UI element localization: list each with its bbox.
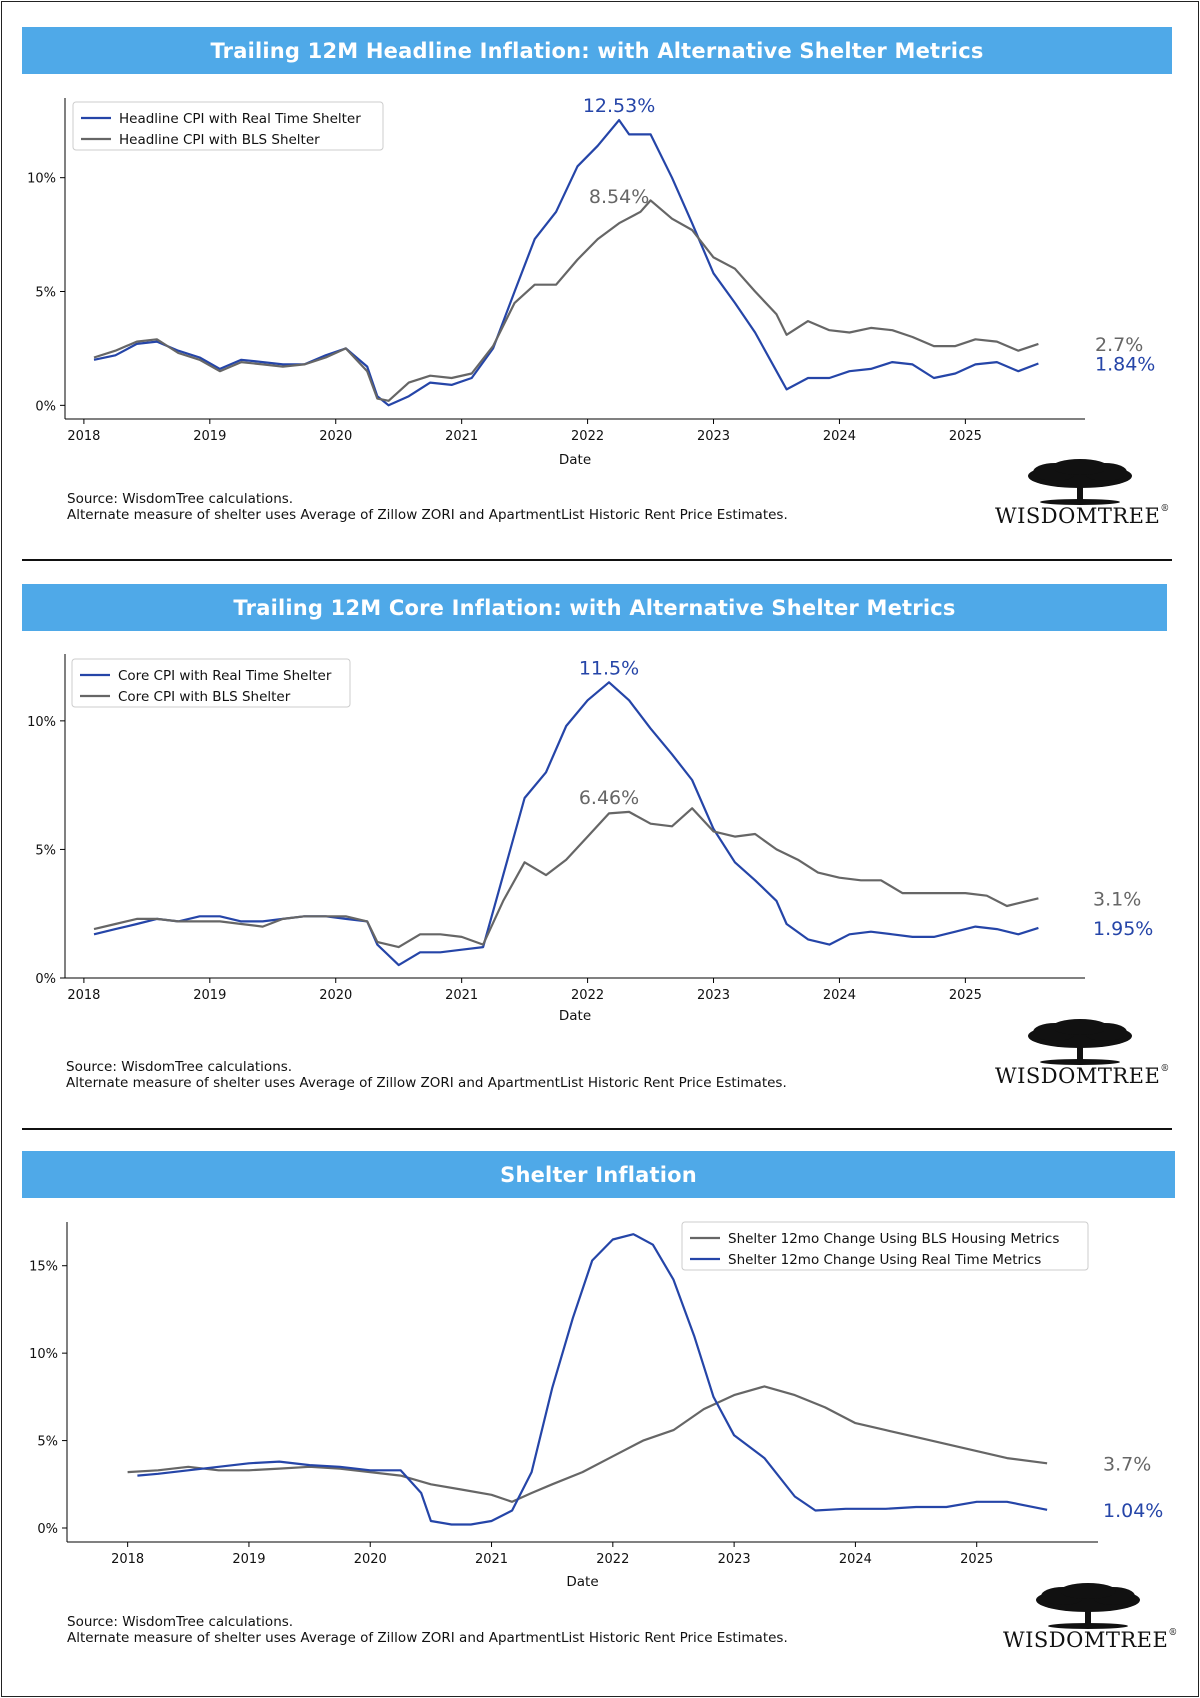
tree-icon bbox=[1028, 1019, 1132, 1065]
x-tick-label: 2021 bbox=[445, 429, 478, 444]
y-tick-label: 10% bbox=[27, 172, 56, 187]
y-tick-label: 0% bbox=[35, 399, 56, 414]
y-tick-label: 10% bbox=[27, 715, 56, 730]
series-line-0 bbox=[93, 681, 1039, 967]
x-tick-label: 2024 bbox=[823, 429, 856, 444]
x-tick-label: 2023 bbox=[718, 1552, 751, 1567]
x-tick-label: 2025 bbox=[949, 988, 982, 1003]
x-tick-label: 2020 bbox=[319, 429, 352, 444]
series-line-0 bbox=[93, 119, 1039, 407]
chart1-source: Source: WisdomTree calculations. Alterna… bbox=[67, 491, 788, 523]
data-label: 11.5% bbox=[579, 657, 639, 679]
chart2-title-banner: Trailing 12M Core Inflation: with Altern… bbox=[22, 584, 1167, 631]
wisdomtree-logo-3: WISDOMTREE® bbox=[1003, 1582, 1178, 1652]
legend-entry: Core CPI with Real Time Shelter bbox=[118, 668, 332, 684]
x-tick-label: 2025 bbox=[949, 429, 982, 444]
y-tick-label: 0% bbox=[37, 1522, 58, 1537]
x-axis-label: Date bbox=[559, 452, 591, 468]
x-tick-label: 2022 bbox=[596, 1552, 629, 1567]
series-line-1 bbox=[137, 1233, 1048, 1526]
chart2-plot: 0% 5% 10% 2018 2019 2020 2021 2022 2023 2024 2025 D… bbox=[27, 654, 1153, 1024]
chart1-title-banner: Trailing 12M Headline Inflation: with Al… bbox=[22, 27, 1172, 74]
data-label: 2.7% bbox=[1095, 334, 1143, 356]
legend-entry: Shelter 12mo Change Using BLS Housing Me… bbox=[728, 1231, 1059, 1247]
data-label: 6.46% bbox=[579, 787, 639, 809]
legend-box bbox=[681, 1221, 1089, 1271]
data-label: 3.7% bbox=[1103, 1453, 1151, 1475]
data-label: 3.1% bbox=[1093, 888, 1141, 910]
data-label: 8.54% bbox=[589, 186, 649, 208]
divider-2 bbox=[22, 1128, 1172, 1130]
series-line-1 bbox=[93, 199, 1039, 402]
chart3-source-line2: Alternate measure of shelter uses Averag… bbox=[67, 1630, 788, 1646]
x-tick-label: 2025 bbox=[960, 1552, 993, 1567]
y-tick-label: 5% bbox=[35, 286, 56, 301]
data-label: 12.53% bbox=[583, 95, 655, 117]
tree-icon bbox=[1036, 1583, 1140, 1629]
legend-entry: Core CPI with BLS Shelter bbox=[118, 689, 291, 705]
y-tick-label: 5% bbox=[35, 843, 56, 858]
x-tick-label: 2018 bbox=[67, 429, 100, 444]
tree-icon bbox=[1028, 459, 1132, 505]
series-line-1 bbox=[93, 807, 1039, 949]
x-tick-label: 2021 bbox=[475, 1552, 508, 1567]
x-tick-label: 2024 bbox=[839, 1552, 872, 1567]
chart1-source-line2: Alternate measure of shelter uses Averag… bbox=[67, 507, 788, 523]
y-tick-label: 0% bbox=[35, 972, 56, 987]
legend-box bbox=[72, 101, 384, 151]
logo-wordmark: WISDOMTREE® bbox=[995, 1064, 1170, 1088]
x-tick-label: 2023 bbox=[697, 429, 730, 444]
series-line-0 bbox=[127, 1385, 1048, 1503]
x-axis-label: Date bbox=[566, 1574, 598, 1590]
y-tick-label: 5% bbox=[37, 1435, 58, 1450]
x-tick-label: 2018 bbox=[67, 988, 100, 1003]
x-tick-label: 2020 bbox=[354, 1552, 387, 1567]
wisdomtree-logo-1: WISDOMTREE® bbox=[995, 458, 1170, 528]
x-tick-label: 2019 bbox=[232, 1552, 265, 1567]
chart3-source: Source: WisdomTree calculations. Alterna… bbox=[67, 1614, 788, 1646]
legend-box bbox=[71, 658, 351, 708]
legend-entry: Headline CPI with Real Time Shelter bbox=[119, 111, 361, 127]
chart3-title-banner: Shelter Inflation bbox=[22, 1151, 1175, 1198]
legend-entry: Headline CPI with BLS Shelter bbox=[119, 132, 320, 148]
data-label: 1.84% bbox=[1095, 353, 1155, 375]
data-label: 1.95% bbox=[1093, 918, 1153, 940]
logo-wordmark: WISDOMTREE® bbox=[1003, 1628, 1178, 1652]
x-tick-label: 2022 bbox=[571, 429, 604, 444]
x-tick-label: 2024 bbox=[823, 988, 856, 1003]
y-tick-label: 15% bbox=[29, 1260, 58, 1275]
x-tick-label: 2019 bbox=[193, 429, 226, 444]
data-label: 1.04% bbox=[1103, 1500, 1163, 1522]
x-tick-label: 2020 bbox=[319, 988, 352, 1003]
chart1-plot: 0% 5% 10% 2018 2019 2020 2021 2022 2023 2024 2025 D… bbox=[27, 95, 1155, 468]
chart3-source-line1: Source: WisdomTree calculations. bbox=[67, 1614, 294, 1630]
x-tick-label: 2022 bbox=[571, 988, 604, 1003]
chart3-plot: 0% 5% 10% 15% 2018 2019 2020 2021 2022 2023 2024 20… bbox=[29, 1221, 1163, 1590]
x-tick-label: 2019 bbox=[193, 988, 226, 1003]
divider-1 bbox=[22, 559, 1172, 561]
chart2-source: Source: WisdomTree calculations. Alterna… bbox=[66, 1059, 787, 1091]
x-tick-label: 2023 bbox=[697, 988, 730, 1003]
x-tick-label: 2018 bbox=[111, 1552, 144, 1567]
chart1-source-line1: Source: WisdomTree calculations. bbox=[67, 491, 294, 507]
x-axis-label: Date bbox=[559, 1008, 591, 1024]
x-tick-label: 2021 bbox=[445, 988, 478, 1003]
y-tick-label: 10% bbox=[29, 1347, 58, 1362]
wisdomtree-logo-2: WISDOMTREE® bbox=[995, 1018, 1170, 1088]
chart2-source-line1: Source: WisdomTree calculations. bbox=[66, 1059, 293, 1075]
logo-wordmark: WISDOMTREE® bbox=[995, 504, 1170, 528]
legend-entry: Shelter 12mo Change Using Real Time Metr… bbox=[728, 1252, 1041, 1268]
chart2-source-line2: Alternate measure of shelter uses Averag… bbox=[66, 1075, 787, 1091]
